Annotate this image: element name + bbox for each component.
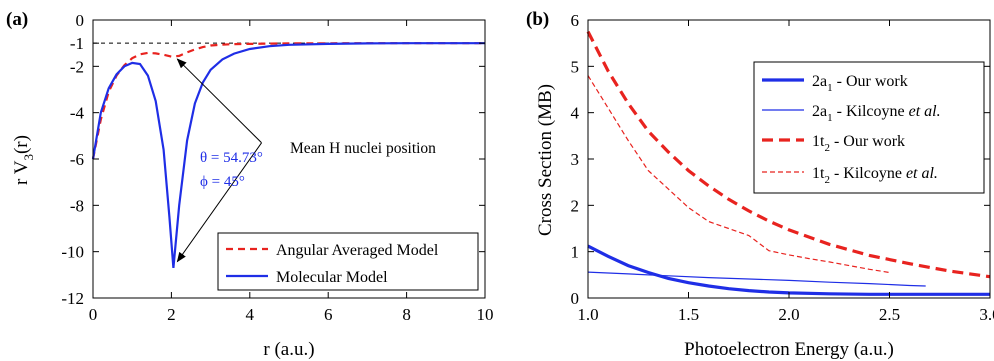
legend-label-molecular: Molecular Model xyxy=(276,269,388,286)
x-tick-label: 2.5 xyxy=(879,305,900,324)
panel-a-legend-box xyxy=(217,232,479,291)
legend-label-1t2-our-work: 1t2 - Our work xyxy=(812,133,905,154)
y-tick-label: 3 xyxy=(571,150,580,169)
series-2a1-our-work-line xyxy=(587,244,990,296)
panel-a-xlabel: r (a.u.) xyxy=(263,339,314,360)
x-tick-label: 0 xyxy=(89,305,98,324)
x-tick-label: 8 xyxy=(402,305,411,324)
y-tick-label: -12 xyxy=(61,289,84,308)
panel-b: (b) 1.0 1.5 2.0 2.5 3.0 0 1 2 3 4 5 6 Cross Section… xyxy=(526,9,994,360)
y-tick-label: -4 xyxy=(70,104,85,123)
y-tick-label: -1 xyxy=(70,34,84,53)
y-tick-label: 4 xyxy=(571,104,580,123)
panel-a-ticks: 0 2 4 6 8 10 0 -1 -2 -4 -6 -8 -10 -12 xyxy=(61,11,493,324)
panel-a-legend: Angular Averaged Model Molecular Model xyxy=(217,232,479,291)
panel-a-ylabel: r V3(r) xyxy=(11,135,36,185)
x-tick-label: 4 xyxy=(246,305,255,324)
series-2a1-kilcoyne-line xyxy=(587,271,926,287)
y-tick-label: 0 xyxy=(76,11,85,30)
y-tick-label: 2 xyxy=(571,196,580,215)
y-tick-label: 1 xyxy=(571,243,580,262)
panel-b-label: (b) xyxy=(526,9,549,30)
x-tick-label: 6 xyxy=(324,305,333,324)
panel-a-label: (a) xyxy=(6,9,28,30)
annotation-arrow xyxy=(176,58,262,144)
y-tick-label: 0 xyxy=(571,289,580,308)
y-tick-label: -6 xyxy=(70,150,84,169)
legend-label-2a1-kilcoyne: 2a1 - Kilcoyne et al. xyxy=(812,103,941,124)
panel-a-series xyxy=(91,42,485,269)
x-tick-label: 2.0 xyxy=(778,305,799,324)
y-tick-label: 6 xyxy=(571,11,580,30)
annotation-arrow xyxy=(176,142,262,263)
legend-label-1t2-kilcoyne: 1t2 - Kilcoyne et al. xyxy=(812,165,938,186)
legend-label-2a1-our-work: 2a1 - Our work xyxy=(812,73,908,94)
panel-b-ylabel: Cross Section (MB) xyxy=(535,84,556,236)
y-tick-label: -10 xyxy=(61,243,84,262)
x-tick-label: 1.5 xyxy=(678,305,699,324)
y-tick-label: -2 xyxy=(70,57,84,76)
annotation-theta: θ = 54.73° xyxy=(200,150,263,166)
x-tick-label: 1.0 xyxy=(577,305,598,324)
panel-b-legend-box xyxy=(753,61,985,194)
series-1t2-our-work-line xyxy=(586,30,991,279)
x-tick-label: 2 xyxy=(167,305,176,324)
panel-a: (a) 0 2 4 6 8 10 0 -1 -2 -4 -6 -8 -10 -12 r V3(r) r (… xyxy=(6,9,494,360)
x-tick-label: 10 xyxy=(477,305,494,324)
panel-b-xlabel: Photoelectron Energy (a.u.) xyxy=(684,339,894,360)
x-tick-label: 3.0 xyxy=(979,305,994,324)
panel-b-legend: 2a1 - Our work 2a1 - Kilcoyne et al. 1t2… xyxy=(753,61,985,194)
annotation-mean-h: Mean H nuclei position xyxy=(290,140,436,157)
y-tick-label: -8 xyxy=(70,196,84,215)
mean-h-arrows xyxy=(176,58,262,263)
legend-label-angular-averaged: Angular Averaged Model xyxy=(276,242,439,259)
panel-b-ticks: 1.0 1.5 2.0 2.5 3.0 0 1 2 3 4 5 6 xyxy=(571,11,994,324)
series-1t2-kilcoyne-line xyxy=(587,75,890,274)
series-molecular-line xyxy=(91,42,485,269)
y-tick-label: 5 xyxy=(571,57,580,76)
annotation-phi: ϕ = 45° xyxy=(200,174,245,190)
